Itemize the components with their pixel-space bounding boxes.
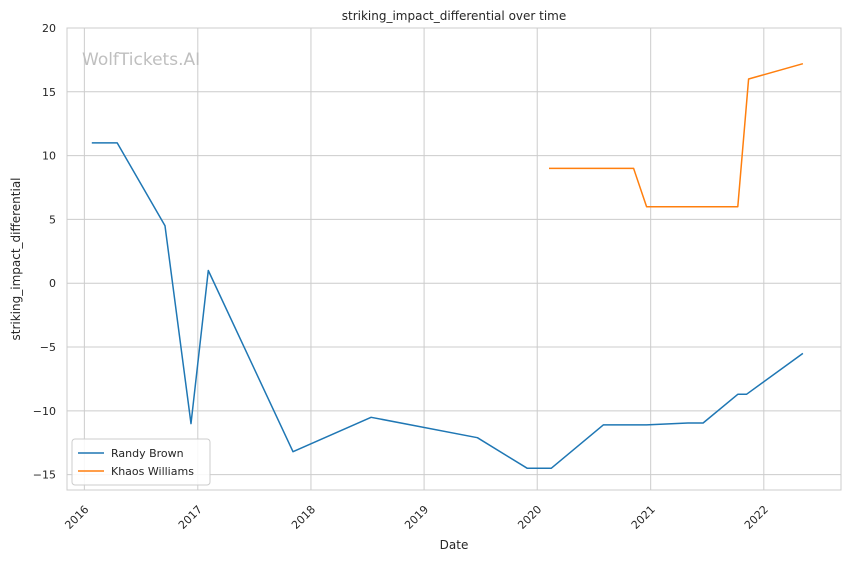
y-tick-label: −5 (40, 341, 56, 354)
y-tick-label: 10 (42, 150, 56, 163)
series-layer (91, 62, 804, 470)
y-tick-label: 15 (42, 86, 56, 99)
legend-label-randy-brown: Randy Brown (111, 447, 184, 460)
chart-title: striking_impact_differential over time (342, 9, 567, 23)
watermark: WolfTickets.AI (82, 50, 200, 70)
legend-box (71, 438, 211, 486)
x-tick-labels: 2016 2017 2018 2019 2020 2021 2022 (62, 503, 770, 532)
x-tick-label: 2020 (515, 503, 544, 532)
y-tick-label: −10 (33, 405, 56, 418)
y-tick-labels: −15 −10 −5 0 5 10 15 20 (33, 22, 56, 482)
x-tick-label: 2021 (629, 503, 658, 532)
x-axis-label: Date (440, 538, 469, 552)
y-tick-label: 5 (49, 213, 56, 226)
grid (67, 27, 841, 490)
y-axis-label: striking_impact_differential (9, 177, 23, 340)
x-tick-label: 2018 (289, 503, 318, 532)
series-line-khaos-williams (549, 62, 804, 208)
x-tick-label: 2017 (176, 503, 205, 532)
x-tick-label: 2022 (742, 503, 771, 532)
series-line-randy-brown (91, 142, 804, 470)
y-tick-label: 0 (49, 277, 56, 290)
legend: Randy Brown Khaos Williams (71, 438, 211, 486)
x-tick-label: 2019 (402, 503, 431, 532)
legend-label-khaos-williams: Khaos Williams (111, 465, 194, 478)
plot-background (66, 27, 842, 491)
y-tick-label: −15 (33, 469, 56, 482)
y-tick-label: 20 (42, 22, 56, 35)
x-tick-label: 2016 (62, 503, 91, 532)
